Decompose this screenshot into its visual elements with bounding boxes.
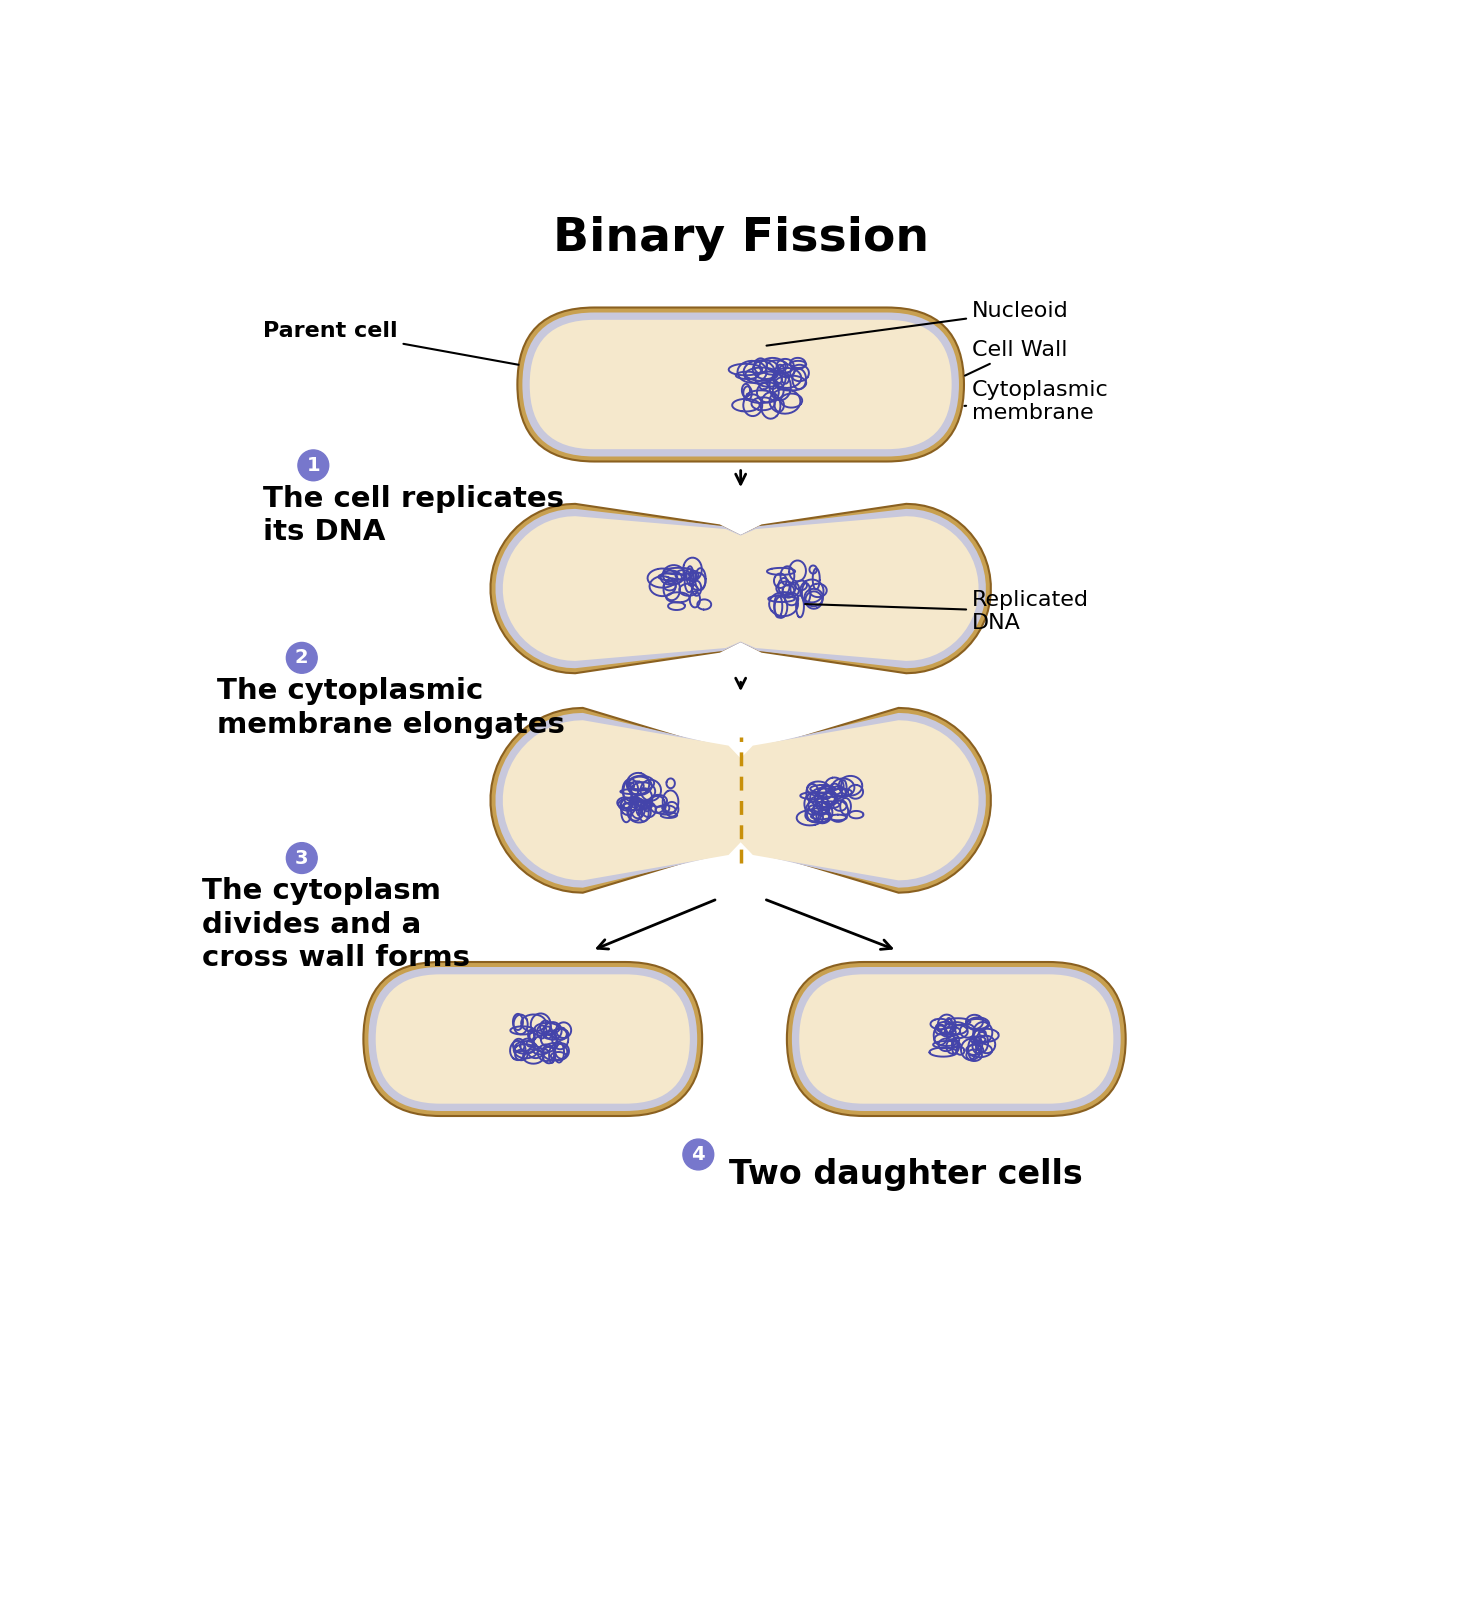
Text: 3: 3 [295,848,308,867]
FancyBboxPatch shape [368,966,697,1110]
FancyBboxPatch shape [364,962,703,1117]
Circle shape [286,643,317,674]
Polygon shape [495,714,986,888]
Text: Parent cell: Parent cell [263,320,519,365]
Polygon shape [503,720,979,880]
Text: The cell replicates
its DNA: The cell replicates its DNA [263,485,564,546]
Text: Replicated
DNA: Replicated DNA [805,590,1088,634]
Text: Cytoplasmic
membrane: Cytoplasmic membrane [964,379,1109,422]
Text: The cytoplasm
divides and a
cross wall forms: The cytoplasm divides and a cross wall f… [202,877,469,973]
FancyBboxPatch shape [799,974,1113,1104]
Polygon shape [503,517,979,661]
FancyBboxPatch shape [523,312,958,456]
Text: Cell Wall: Cell Wall [964,339,1067,376]
Circle shape [286,843,317,874]
Circle shape [682,1139,714,1170]
Text: The cytoplasmic
membrane elongates: The cytoplasmic membrane elongates [218,677,565,739]
FancyBboxPatch shape [530,320,951,450]
FancyBboxPatch shape [517,307,964,461]
Polygon shape [495,509,986,669]
Circle shape [298,450,329,480]
Polygon shape [491,707,991,893]
Polygon shape [491,504,991,674]
Text: 4: 4 [691,1146,706,1165]
FancyBboxPatch shape [787,962,1125,1117]
Text: Two daughter cells: Two daughter cells [729,1158,1083,1192]
Text: 2: 2 [295,648,308,667]
Text: Nucleoid: Nucleoid [767,301,1068,346]
FancyBboxPatch shape [792,966,1121,1110]
Text: 1: 1 [307,456,320,475]
Text: Binary Fission: Binary Fission [552,216,929,261]
FancyBboxPatch shape [375,974,690,1104]
